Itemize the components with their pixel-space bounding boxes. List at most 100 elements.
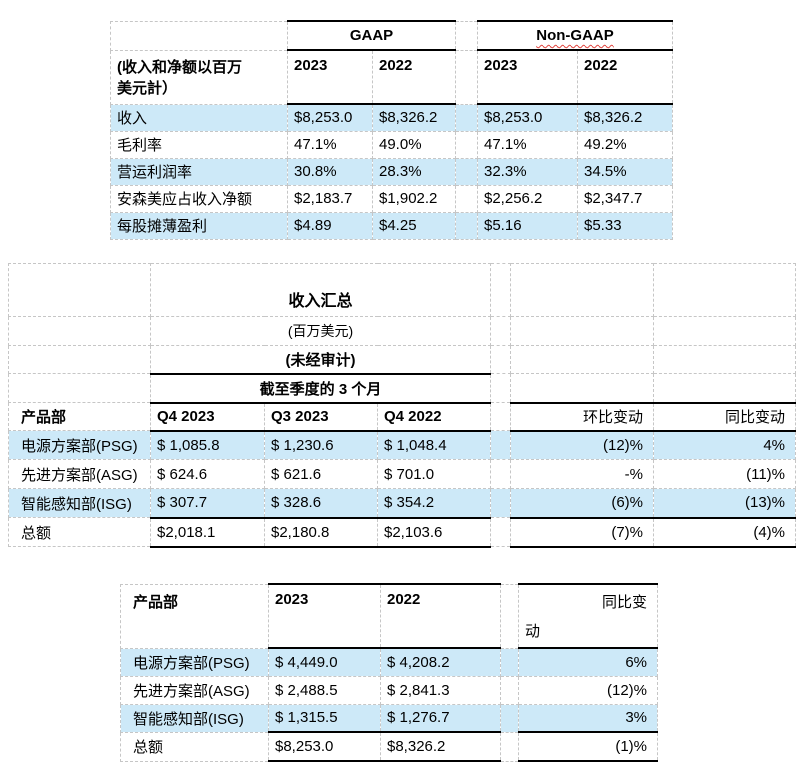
value-cell: $1,902.2 xyxy=(372,184,456,213)
table-row-isg: 智能感知部(ISG) $ 1,315.5 $ 1,276.7 3% xyxy=(120,703,658,733)
group-header-row: GAAP Non-GAAP xyxy=(110,20,673,51)
value-cell: $ 2,841.3 xyxy=(380,675,501,705)
table-row-gross-margin: 毛利率 47.1% 49.0% 47.1% 49.2% xyxy=(110,130,673,159)
subtitle-row: (百万美元) xyxy=(8,316,796,346)
gap-cell xyxy=(490,430,511,460)
value-cell: $2,103.6 xyxy=(377,516,491,548)
title-row: 收入汇总 xyxy=(8,263,796,317)
gap-cell xyxy=(490,316,511,346)
value-cell: 30.8% xyxy=(287,157,373,186)
change-cell: (11)% xyxy=(653,459,796,489)
value-cell: $4.25 xyxy=(372,211,456,240)
nongaap-label: Non-GAAP xyxy=(536,27,614,44)
empty-cell xyxy=(8,316,151,346)
value-cell: $ 354.2 xyxy=(377,488,491,518)
value-cell: $2,347.7 xyxy=(577,184,673,213)
gap-cell xyxy=(490,488,511,518)
value-cell: $2,183.7 xyxy=(287,184,373,213)
yoy-header-line1: 同比变 xyxy=(601,594,647,611)
col-header-nongaap-2023: 2023 xyxy=(477,49,578,105)
gap-cell xyxy=(455,211,478,240)
value-cell: $8,326.2 xyxy=(372,103,456,132)
column-header-row: 产品部 2023 2022 同比变 动 xyxy=(120,583,658,649)
period-row: 截至季度的 3 个月 xyxy=(8,372,796,404)
col-header-qoq-change: 环比变动 xyxy=(510,401,654,432)
gap-cell xyxy=(490,517,511,547)
col-header-gaap-2023: 2023 xyxy=(287,49,373,105)
table-row-asg: 先进方案部(ASG) $ 624.6 $ 621.6 $ 701.0 -% (1… xyxy=(8,459,796,489)
value-cell: $2,018.1 xyxy=(150,516,265,548)
row-label: 毛利率 xyxy=(110,130,288,159)
gap-cell xyxy=(490,373,511,403)
change-cell: 4% xyxy=(653,430,796,460)
table-subtitle: (百万美元) xyxy=(150,316,491,346)
empty-cell xyxy=(510,373,654,403)
value-cell: 47.1% xyxy=(477,130,578,159)
col-header-2022: 2022 xyxy=(380,583,501,649)
gap-cell xyxy=(500,583,519,649)
row-label: 先进方案部(ASG) xyxy=(120,675,269,705)
row-label: 总额 xyxy=(120,731,269,762)
group-header-gaap: GAAP xyxy=(287,20,456,51)
value-cell: $ 328.6 xyxy=(264,488,378,518)
value-cell: $2,256.2 xyxy=(477,184,578,213)
value-cell: $ 2,488.5 xyxy=(268,675,381,705)
value-cell: $ 701.0 xyxy=(377,459,491,489)
value-cell: $ 307.7 xyxy=(150,488,265,518)
col-header-yoy-change: 同比变动 xyxy=(653,401,796,432)
col-header-q3-2023: Q3 2023 xyxy=(264,402,378,432)
empty-cell xyxy=(8,345,151,374)
gap-cell xyxy=(455,49,478,105)
value-cell: $ 1,048.4 xyxy=(377,430,491,460)
value-cell: $8,326.2 xyxy=(577,103,673,132)
value-cell: $ 624.6 xyxy=(150,459,265,489)
gap-cell xyxy=(490,402,511,431)
unaudited-row: (未经审计) xyxy=(8,345,796,374)
table-row-diluted-eps: 每股摊薄盈利 $4.89 $4.25 $5.16 $5.33 xyxy=(110,211,673,240)
gap-cell xyxy=(490,345,511,374)
gap-cell xyxy=(490,459,511,489)
table-row-total: 总额 $2,018.1 $2,180.8 $2,103.6 (7)% (4)% xyxy=(8,516,796,548)
col-header-q4-2022: Q4 2022 xyxy=(377,402,491,432)
table-row-isg: 智能感知部(ISG) $ 307.7 $ 328.6 $ 354.2 (6)% … xyxy=(8,488,796,518)
row-label: 总额 xyxy=(8,517,151,547)
row-label: 营运利润率 xyxy=(110,157,288,186)
value-cell: $ 4,208.2 xyxy=(380,647,501,677)
col-header-yoy-change: 同比变 动 xyxy=(518,583,658,649)
gap-cell xyxy=(455,20,478,51)
change-cell: (6)% xyxy=(510,488,654,518)
empty-cell xyxy=(653,345,796,374)
empty-cell xyxy=(653,316,796,346)
change-cell: (4)% xyxy=(653,516,796,548)
value-cell: $4.89 xyxy=(287,211,373,240)
unaudited-note: (未经审计) xyxy=(150,345,491,374)
change-cell: 3% xyxy=(518,703,658,733)
value-cell: $ 1,230.6 xyxy=(264,430,378,460)
gap-cell xyxy=(490,263,511,317)
table-row-revenue: 收入 $8,253.0 $8,326.2 $8,253.0 $8,326.2 xyxy=(110,103,673,132)
empty-cell xyxy=(8,373,151,403)
value-cell: $8,253.0 xyxy=(477,103,578,132)
gap-cell xyxy=(455,130,478,159)
table-row-psg: 电源方案部(PSG) $ 4,449.0 $ 4,208.2 6% xyxy=(120,647,658,677)
value-cell: $8,326.2 xyxy=(380,731,501,762)
change-cell: (1)% xyxy=(518,731,658,762)
col-header-2023: 2023 xyxy=(268,583,381,649)
empty-cell xyxy=(510,316,654,346)
value-cell: 49.2% xyxy=(577,130,673,159)
quarterly-revenue-table: 收入汇总 (百万美元) (未经审计) 截至季度的 3 个月 产 xyxy=(8,263,796,548)
col-header-segment: 产品部 xyxy=(8,402,151,431)
gaap-nongaap-summary-table: GAAP Non-GAAP (收入和净额以百万 美元計） 2023 2022 2… xyxy=(110,20,673,240)
value-cell: 49.0% xyxy=(372,130,456,159)
table-row-total: 总额 $8,253.0 $8,326.2 (1)% xyxy=(120,731,658,762)
table-title: 收入汇总 xyxy=(150,263,491,317)
value-cell: $ 621.6 xyxy=(264,459,378,489)
empty-cell xyxy=(653,373,796,403)
row-label: 电源方案部(PSG) xyxy=(120,647,269,677)
value-cell: $ 1,085.8 xyxy=(150,430,265,460)
gap-cell xyxy=(455,157,478,186)
gap-cell xyxy=(500,675,519,705)
value-cell: 47.1% xyxy=(287,130,373,159)
change-cell: (7)% xyxy=(510,516,654,548)
